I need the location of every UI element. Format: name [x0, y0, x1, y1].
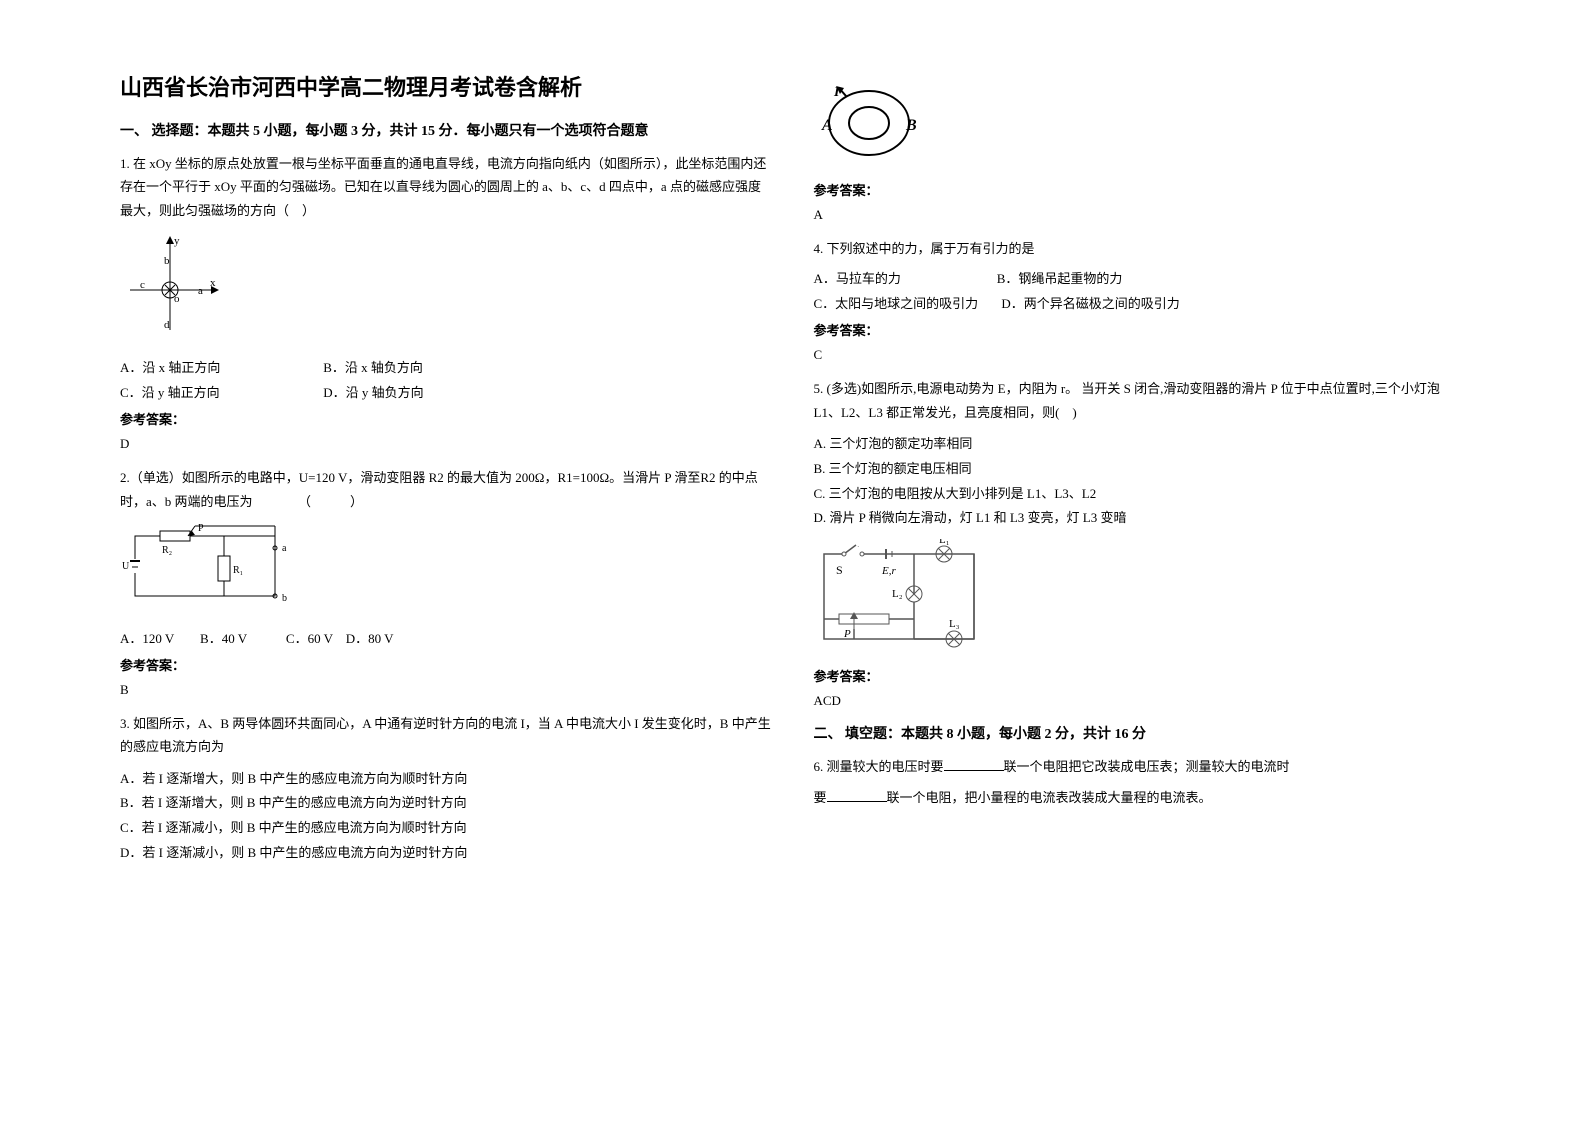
q5-answer-label: 参考答案：: [814, 666, 1468, 685]
svg-text:R₁: R₁: [233, 565, 243, 576]
q5-circuit-diagram: S E,r L₁ L₂ L₃ P: [814, 539, 984, 649]
q1-answer: D: [120, 436, 774, 452]
q4-optC: C．太阳与地球之间的吸引力: [814, 293, 979, 312]
q3-optD: D．若 I 逐渐减小，则 B 中产生的感应电流方向为逆时针方向: [120, 841, 774, 866]
svg-text:y: y: [174, 235, 180, 247]
q1-options-row2: C．沿 y 轴正方向 D．沿 y 轴负方向: [120, 382, 774, 401]
svg-text:a: a: [198, 285, 203, 297]
q6-text-after: 联一个电阻，把小量程的电流表改装成大量程的电流表。: [887, 790, 1212, 805]
svg-text:L₂: L₂: [892, 588, 903, 600]
q3-optA: A．若 I 逐渐增大，则 B 中产生的感应电流方向为顺时针方向: [120, 767, 774, 792]
q2-text: 2.（单选）如图所示的电路中，U=120 V，滑动变阻器 R2 的最大值为 20…: [120, 466, 774, 513]
q6-blank2[interactable]: [827, 788, 887, 802]
q1-text: 1. 在 xOy 坐标的原点处放置一根与坐标平面垂直的通电直导线，电流方向指向纸…: [120, 152, 774, 222]
q2-answer-label: 参考答案：: [120, 655, 774, 674]
svg-text:E,r: E,r: [881, 565, 896, 577]
q4-optA: A．马拉车的力: [814, 268, 994, 287]
q3-optB: B．若 I 逐渐增大，则 B 中产生的感应电流方向为逆时针方向: [120, 791, 774, 816]
q1-options-row1: A．沿 x 轴正方向 B．沿 x 轴负方向: [120, 357, 774, 376]
q6-text-before: 6. 测量较大的电压时要: [814, 759, 944, 774]
svg-text:P: P: [843, 628, 851, 640]
q5-optA: A. 三个灯泡的额定功率相同: [814, 432, 1468, 457]
q3-optC: C．若 I 逐渐减小，则 B 中产生的感应电流方向为顺时针方向: [120, 816, 774, 841]
q1-figure: x y o a b c d: [120, 230, 774, 345]
q4-options-row1: A．马拉车的力 B．钢绳吊起重物的力: [814, 268, 1468, 287]
q4-optD: D．两个异名磁极之间的吸引力: [1001, 296, 1179, 311]
q2-circuit-diagram: R₂ P a R₁ b U: [120, 521, 300, 611]
q1-optC: C．沿 y 轴正方向: [120, 382, 320, 401]
svg-text:x: x: [210, 277, 216, 289]
svg-text:S: S: [836, 563, 843, 577]
svg-text:R₂: R₂: [162, 545, 172, 556]
svg-text:c: c: [140, 279, 145, 291]
left-column: 山西省长治市河西中学高二物理月考试卷含解析 一、 选择题：本题共 5 小题，每小…: [100, 70, 794, 1052]
q3-figure: A B I: [814, 78, 1468, 168]
section2-header: 二、 填空题：本题共 8 小题，每小题 2 分，共计 16 分: [814, 723, 1468, 743]
q5-optB: B. 三个灯泡的额定电压相同: [814, 457, 1468, 482]
q5-figure: S E,r L₁ L₂ L₃ P: [814, 539, 1468, 654]
q2-answer: B: [120, 682, 774, 698]
svg-text:a: a: [282, 543, 287, 554]
q2-options: A．120 V B．40 V C．60 V D．80 V: [120, 628, 774, 647]
q3-answer-label: 参考答案：: [814, 180, 1468, 199]
q1-coordinate-diagram: x y o a b c d: [120, 230, 220, 340]
q3-answer: A: [814, 207, 1468, 223]
q5-text: 5. (多选)如图所示,电源电动势为 E，内阻为 r。 当开关 S 闭合,滑动变…: [814, 377, 1468, 424]
q6-text-mid: 联一个电阻把它改装成电压表；测量较大的电流时: [1004, 759, 1290, 774]
q6-blank1[interactable]: [944, 757, 1004, 771]
q6-line2: 要 联一个电阻，把小量程的电流表改装成大量程的电流表。: [814, 786, 1468, 809]
q6-line1: 6. 测量较大的电压时要 联一个电阻把它改装成电压表；测量较大的电流时: [814, 755, 1468, 778]
q2-figure: R₂ P a R₁ b U: [120, 521, 774, 616]
q3-text: 3. 如图所示，A、B 两导体圆环共面同心，A 中通有逆时针方向的电流 I，当 …: [120, 712, 774, 759]
q4-optB: B．钢绳吊起重物的力: [997, 271, 1123, 286]
svg-text:d: d: [164, 319, 170, 331]
svg-text:b: b: [164, 255, 170, 267]
section1-header: 一、 选择题：本题共 5 小题，每小题 3 分，共计 15 分．每小题只有一个选…: [120, 120, 774, 140]
q1-optD: D．沿 y 轴负方向: [323, 385, 423, 400]
svg-text:L₃: L₃: [949, 618, 960, 630]
q5-optC: C. 三个灯泡的电阻按从大到小排列是 L1、L3、L2: [814, 482, 1468, 507]
q4-text: 4. 下列叙述中的力，属于万有引力的是: [814, 237, 1468, 260]
q5-answer: ACD: [814, 693, 1468, 709]
q5-optD: D. 滑片 P 稍微向左滑动，灯 L1 和 L3 变亮，灯 L3 变暗: [814, 506, 1468, 531]
right-column: A B I 参考答案： A 4. 下列叙述中的力，属于万有引力的是 A．马拉车的…: [794, 70, 1488, 1052]
svg-text:B: B: [905, 117, 917, 134]
svg-text:A: A: [821, 117, 833, 134]
q3-rings-diagram: A B I: [814, 78, 924, 163]
q6-text-before2: 要: [814, 790, 827, 805]
q4-options-row2: C．太阳与地球之间的吸引力 D．两个异名磁极之间的吸引力: [814, 293, 1468, 312]
q1-optA: A．沿 x 轴正方向: [120, 357, 320, 376]
svg-text:b: b: [282, 593, 287, 604]
q1-answer-label: 参考答案：: [120, 409, 774, 428]
svg-text:L₁: L₁: [939, 539, 950, 546]
svg-text:P: P: [198, 523, 204, 534]
page-title: 山西省长治市河西中学高二物理月考试卷含解析: [120, 70, 774, 102]
q1-optB: B．沿 x 轴负方向: [323, 360, 423, 375]
svg-text:U: U: [122, 561, 130, 572]
q4-answer-label: 参考答案：: [814, 320, 1468, 339]
q4-answer: C: [814, 347, 1468, 363]
svg-text:o: o: [174, 293, 180, 305]
